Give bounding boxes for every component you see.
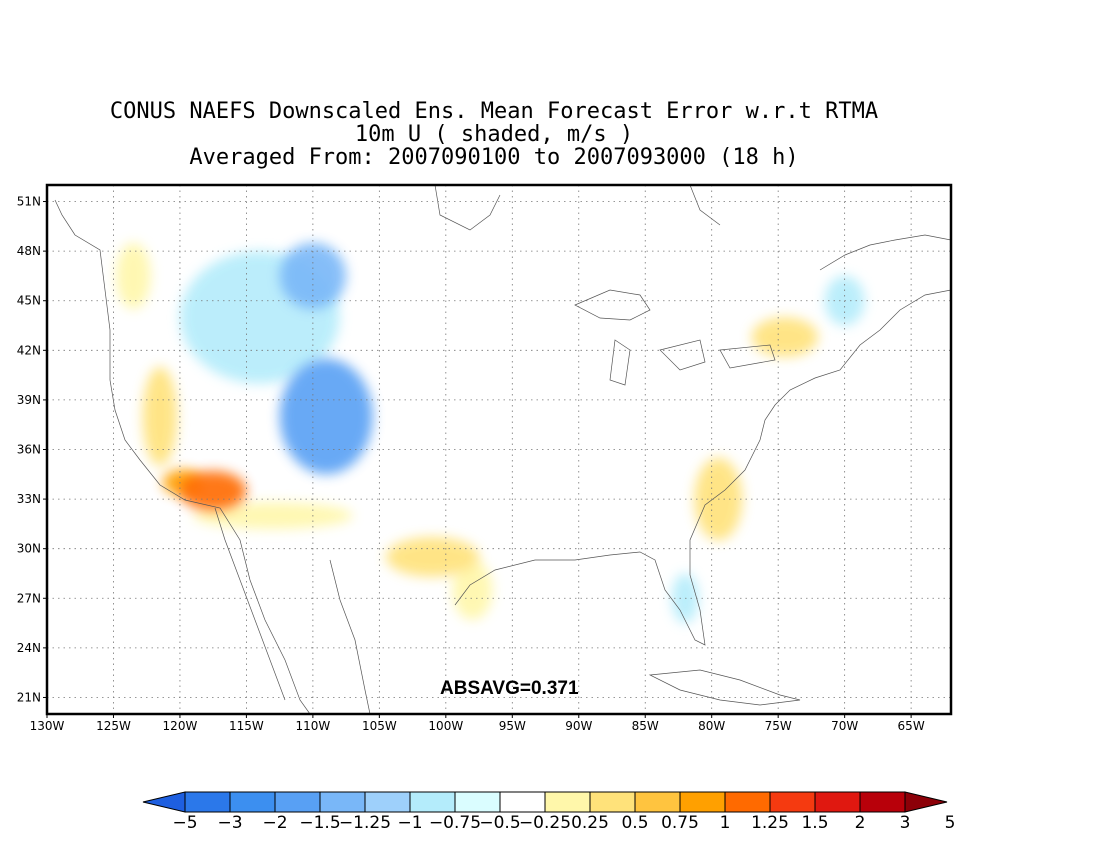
lat-tick-label: 24N xyxy=(17,641,41,655)
colorbar: −5 −3 −2 −1.5−1.25 −1 −0.75−0.5−0.25 0.25 0.5 0.… xyxy=(142,791,956,833)
lon-tick-label: 120W xyxy=(163,719,198,733)
mexico-gulf-coastline xyxy=(329,559,371,714)
lon-tick-label: 115W xyxy=(229,719,264,733)
lon-tick-label: 110W xyxy=(295,719,330,733)
coastlines xyxy=(54,185,951,714)
colorbar-swatch xyxy=(814,791,861,813)
colorbar-swatch xyxy=(364,791,411,813)
colorbar-label: 0.75 xyxy=(661,813,699,833)
colorbar-swatch xyxy=(544,791,591,813)
lon-tick-label: 70W xyxy=(831,719,858,733)
longitude-axis: 130W 125W 120W 115W 110W 105W 100W 95W 90W 85W 80W… xyxy=(30,714,925,733)
title-line-2: 10m U ( shaded, m/s ) xyxy=(354,122,634,147)
shaded-region xyxy=(279,242,347,309)
lat-tick-label: 33N xyxy=(17,492,41,506)
colorbar-label: 3 xyxy=(900,813,911,833)
lat-tick-label: 42N xyxy=(17,343,41,357)
colorbar-label: 1 xyxy=(720,813,731,833)
lat-tick-label: 39N xyxy=(17,393,41,407)
west-coastline xyxy=(54,199,311,714)
gulf-coastline xyxy=(454,289,951,646)
colorbar-label: −2 xyxy=(262,813,287,833)
shaded-region xyxy=(445,284,659,417)
shaded-region xyxy=(386,537,480,577)
colorbar-label: 1.25 xyxy=(751,813,789,833)
lat-tick-label: 51N xyxy=(17,195,41,209)
colorbar-swatch xyxy=(229,791,276,813)
colorbar-swatch xyxy=(589,791,636,813)
lon-tick-label: 125W xyxy=(96,719,131,733)
colorbar-label: −5 xyxy=(172,813,197,833)
colorbar-swatch xyxy=(319,791,366,813)
colorbar-swatch xyxy=(274,791,321,813)
lat-tick-label: 36N xyxy=(17,443,41,457)
lat-tick-label: 48N xyxy=(17,244,41,258)
lon-tick-label: 100W xyxy=(428,719,463,733)
colorbar-label: −1.5 xyxy=(299,813,340,833)
lon-tick-label: 90W xyxy=(565,719,592,733)
colorbar-label: −0.25 xyxy=(519,813,571,833)
lon-tick-label: 130W xyxy=(30,719,65,733)
title-line-1: CONUS NAEFS Downscaled Ens. Mean Forecas… xyxy=(109,99,879,124)
colorbar-label: 0.25 xyxy=(571,813,609,833)
lon-tick-label: 105W xyxy=(362,719,397,733)
chart-title: CONUS NAEFS Downscaled Ens. Mean Forecas… xyxy=(0,100,988,169)
shaded-region xyxy=(142,366,178,467)
shaded-field xyxy=(116,242,865,624)
shaded-region xyxy=(279,358,373,475)
colorbar-swatch xyxy=(184,791,231,813)
colorbar-label: 2 xyxy=(855,813,866,833)
title-line-3: Averaged From: 2007090100 to 2007093000 … xyxy=(189,145,799,170)
colorbar-label: 1.5 xyxy=(801,813,828,833)
colorbar-high-arrow xyxy=(904,791,948,813)
colorbar-swatch xyxy=(634,791,681,813)
shaded-region xyxy=(751,317,819,357)
colorbar-swatch xyxy=(769,791,816,813)
latitude-axis: 51N 48N 45N 42N 39N 36N 33N 30N 27N 24N 21N xyxy=(17,195,47,704)
colorbar-label: −0.5 xyxy=(479,813,520,833)
absavg-annotation: ABSAVG=0.371 xyxy=(440,678,579,699)
colorbar-swatch xyxy=(679,791,726,813)
colorbar-swatch xyxy=(724,791,771,813)
colorbar-swatch xyxy=(454,791,501,813)
lat-tick-label: 45N xyxy=(17,294,41,308)
shaded-region xyxy=(179,470,247,511)
colorbar-label: 0.5 xyxy=(621,813,648,833)
colorbar-label: −1 xyxy=(397,813,422,833)
lon-tick-label: 80W xyxy=(698,719,725,733)
lon-tick-label: 95W xyxy=(499,719,526,733)
colorbar-swatch xyxy=(859,791,906,813)
lon-tick-label: 75W xyxy=(765,719,792,733)
great-lakes-outline xyxy=(574,289,776,386)
colorbar-label: −3 xyxy=(217,813,242,833)
shaded-region xyxy=(116,242,151,309)
colorbar-label: −1.25 xyxy=(339,813,391,833)
colorbar-label: 5 xyxy=(945,813,956,833)
colorbar-label: −0.75 xyxy=(429,813,481,833)
shaded-region xyxy=(193,502,353,529)
colorbar-swatch xyxy=(409,791,456,813)
lat-tick-label: 27N xyxy=(17,591,41,605)
cuba-outline xyxy=(648,669,801,706)
lon-tick-label: 65W xyxy=(898,719,925,733)
lon-tick-label: 85W xyxy=(632,719,659,733)
baja-coastline xyxy=(214,507,286,701)
colorbar-swatch xyxy=(499,791,546,813)
canada-coastline xyxy=(434,185,951,271)
gridlines xyxy=(46,185,951,714)
lat-tick-label: 21N xyxy=(17,690,41,704)
shaded-region xyxy=(452,560,493,620)
colorbar-low-arrow xyxy=(142,791,186,813)
lat-tick-label: 30N xyxy=(17,542,41,556)
